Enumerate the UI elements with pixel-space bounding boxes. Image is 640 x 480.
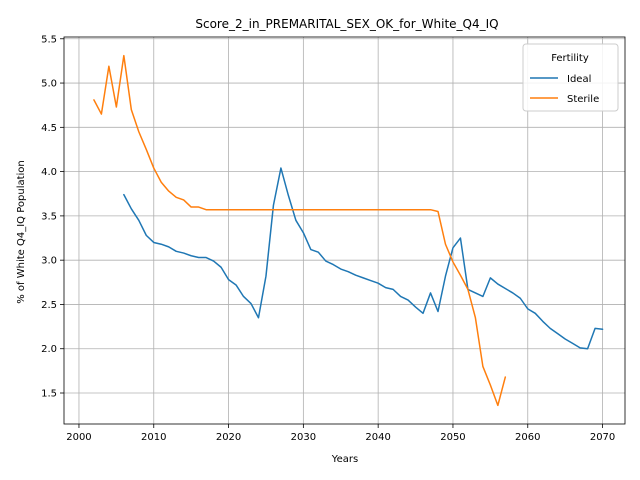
y-tick-label: 5.5 (41, 34, 57, 45)
y-tick-label: 2.5 (41, 300, 57, 311)
y-tick-label: 4.0 (41, 167, 57, 178)
axis-ticks: 2000 2010 2020 2030 2040 2050 2060 2070 1.5 2.0 2.… (41, 34, 615, 443)
legend: Fertility Ideal Sterile (522, 43, 619, 112)
y-tick-label: 1.5 (41, 389, 57, 400)
y-tick-label: 3.0 (41, 256, 57, 267)
series-line-ideal (123, 167, 604, 350)
x-tick-label: 2060 (515, 432, 540, 443)
series-line-sterile (93, 54, 507, 407)
x-tick-label: 2070 (590, 432, 615, 443)
x-tick-label: 2010 (141, 432, 166, 443)
plot-frame (63, 36, 626, 425)
y-tick-label: 3.5 (41, 211, 57, 222)
legend-box (522, 43, 619, 112)
chart-title: Score_2_in_PREMARITAL_SEX_OK_for_White_Q… (195, 17, 498, 31)
y-tick-label: 2.0 (41, 344, 57, 355)
y-axis-label: % of White Q4_IQ Population (16, 160, 27, 304)
y-tick-label: 4.5 (41, 123, 57, 134)
x-tick-label: 2030 (291, 432, 316, 443)
legend-label-sterile: Sterile (567, 94, 599, 105)
x-tick-label: 2040 (365, 432, 390, 443)
legend-title: Fertility (551, 53, 589, 64)
series-layer (93, 54, 604, 407)
x-tick-label: 2020 (216, 432, 241, 443)
x-tick-label: 2000 (66, 432, 91, 443)
x-axis-label: Years (331, 454, 358, 465)
x-tick-label: 2050 (440, 432, 465, 443)
legend-label-ideal: Ideal (567, 74, 591, 85)
y-tick-label: 5.0 (41, 79, 57, 90)
